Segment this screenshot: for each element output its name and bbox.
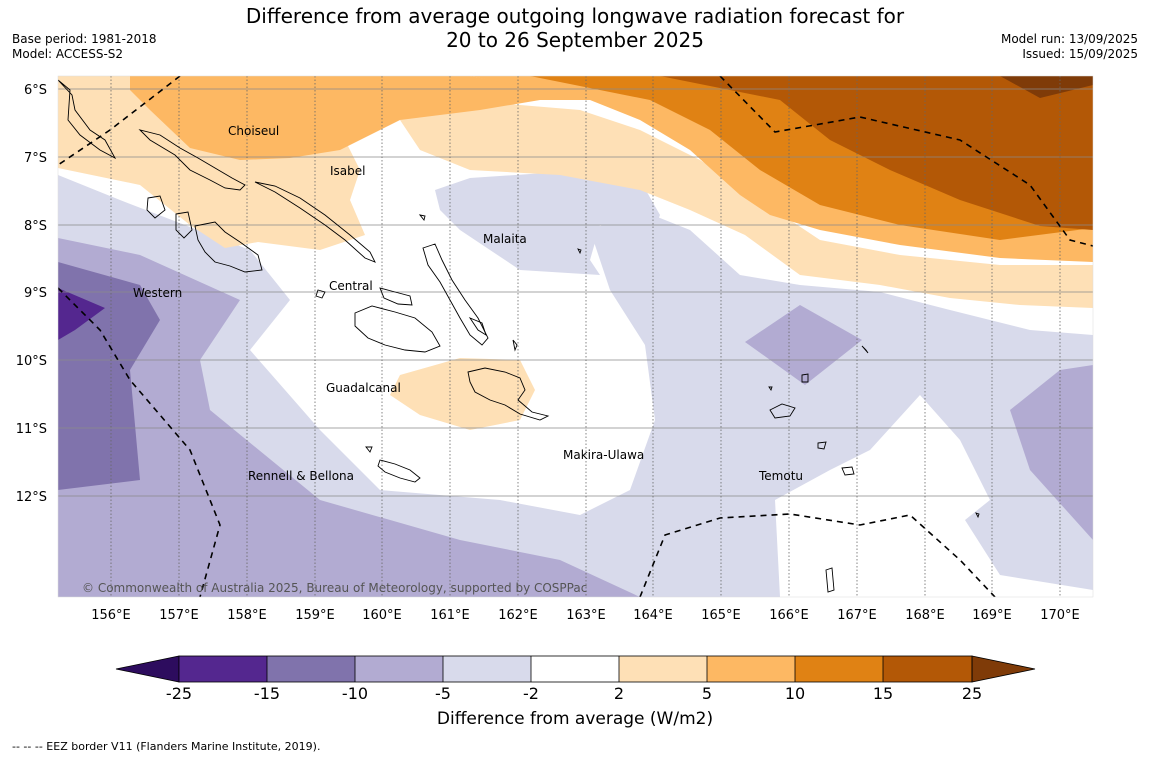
- colorbar-label: Difference from average (W/m2): [436, 709, 714, 729]
- eez-footnote: -- -- -- EEZ border V11 (Flanders Marine…: [12, 740, 321, 753]
- lon-label: 156°E: [91, 608, 131, 623]
- title-line-1: Difference from average outgoing longwav…: [245, 4, 905, 28]
- lat-label: 8°S: [24, 219, 47, 234]
- lon-label: 163°E: [566, 608, 606, 623]
- lat-label: 11°S: [16, 422, 47, 437]
- island-coastlines: [58, 79, 980, 593]
- latitude-labels: 6°S 7°S 8°S 9°S 10°S 11°S 12°S: [16, 83, 47, 505]
- lat-label: 9°S: [24, 286, 47, 301]
- colorbar-tick: 5: [702, 684, 712, 700]
- colorbar-tick: -25: [166, 684, 192, 700]
- colorbar-swatch: [443, 656, 531, 682]
- province-label-isabel: Isabel: [330, 164, 365, 178]
- map-frame: [57, 75, 1094, 598]
- colorbar-swatch: [531, 656, 619, 682]
- model-run-text: Model run: 13/09/2025: [1000, 32, 1138, 46]
- lon-label: 157°E: [159, 608, 199, 623]
- colorbar-tick: -15: [254, 684, 280, 700]
- colorbar-swatch: [795, 656, 883, 682]
- model-text: Model: ACCESS-S2: [12, 47, 124, 61]
- colorbar-frame: [178, 655, 973, 683]
- province-label-rennell-bellona: Rennell & Bellona: [248, 469, 354, 483]
- longitude-labels: 156°E 157°E 158°E 159°E 160°E 161°E 162°…: [91, 608, 1080, 623]
- province-label-central: Central: [329, 279, 373, 293]
- colorbar-dividers: [266, 656, 884, 682]
- lon-label: 159°E: [295, 608, 335, 623]
- province-label-western: Western: [133, 286, 182, 300]
- longitude-gridlines: [110, 76, 1061, 597]
- colorbar-swatch: [267, 656, 355, 682]
- base-period-text: Base period: 1981-2018: [12, 32, 157, 46]
- eez-borders: [58, 76, 1093, 597]
- colorbar-swatch: [971, 655, 1036, 683]
- copyright-text: © Commonwealth of Australia 2025, Bureau…: [82, 581, 587, 595]
- colorbar-tick: -5: [435, 684, 451, 700]
- lon-label: 161°E: [430, 608, 470, 623]
- colorbar-swatch: [707, 656, 795, 682]
- colorbar-tick: 10: [785, 684, 805, 700]
- colorbar-swatch: [115, 655, 180, 683]
- province-labels: Choiseul Isabel Malaita Western Central …: [133, 124, 803, 483]
- colorbar: -25 -15 -10 -5 -2 2 5 10 15 25: [115, 655, 1036, 700]
- forecast-map: Choiseul Isabel Malaita Western Central …: [16, 75, 1094, 700]
- field-5-10-west: [130, 76, 600, 160]
- lon-label: 160°E: [362, 608, 402, 623]
- field-minus5-minus2-pocket: [435, 172, 660, 275]
- province-label-temotu: Temotu: [758, 469, 803, 483]
- map-fields: Choiseul Isabel Malaita Western Central …: [58, 76, 1093, 597]
- colorbar-tick: -10: [342, 684, 368, 700]
- meta-right: Model run: 13/09/2025 Issued: 15/09/2025: [1001, 32, 1138, 62]
- lat-label: 10°S: [16, 354, 47, 369]
- colorbar-tick: -2: [523, 684, 539, 700]
- lon-label: 158°E: [227, 608, 267, 623]
- issued-text: Issued: 15/09/2025: [1022, 47, 1138, 61]
- title-line-2: 20 to 26 September 2025: [446, 28, 704, 52]
- meta-left: Base period: 1981-2018 Model: ACCESS-S2: [12, 32, 157, 62]
- lon-label: 167°E: [837, 608, 877, 623]
- lon-label: 169°E: [972, 608, 1012, 623]
- latitude-gridlines: [58, 88, 1093, 497]
- map-title: Difference from average outgoing longwav…: [0, 4, 1150, 52]
- colorbar-tick: 15: [873, 684, 893, 700]
- field-above-25: [1000, 76, 1093, 98]
- colorbar-swatch: [355, 656, 443, 682]
- field-minus10-minus5-southwest: [58, 238, 640, 597]
- province-label-guadalcanal: Guadalcanal: [326, 381, 401, 395]
- lon-label: 162°E: [498, 608, 538, 623]
- lon-label: 164°E: [633, 608, 673, 623]
- lon-label: 166°E: [769, 608, 809, 623]
- lon-label: 168°E: [905, 608, 945, 623]
- colorbar-swatch: [619, 656, 707, 682]
- colorbar-ticks: -25 -15 -10 -5 -2 2 5 10 15 25: [166, 684, 982, 700]
- field-minus10-minus5-east: [745, 305, 862, 385]
- field-2-5-north: [400, 100, 1093, 308]
- lon-label: 170°E: [1040, 608, 1080, 623]
- lat-label: 7°S: [24, 151, 47, 166]
- province-label-malaita: Malaita: [483, 232, 527, 246]
- lat-label: 12°S: [16, 490, 47, 505]
- province-label-choiseul: Choiseul: [228, 124, 279, 138]
- colorbar-swatch: [179, 656, 267, 682]
- field-15-25: [660, 76, 1093, 230]
- colorbar-tick: 2: [614, 684, 624, 700]
- lon-label: 165°E: [701, 608, 741, 623]
- field-minus25-minus15: [58, 288, 105, 340]
- field-2-5-guadalcanal: [390, 358, 535, 430]
- province-label-makira-ulawa: Makira-Ulawa: [563, 448, 644, 462]
- lat-label: 6°S: [24, 83, 47, 98]
- colorbar-swatch: [883, 656, 972, 682]
- colorbar-tick: 25: [962, 684, 982, 700]
